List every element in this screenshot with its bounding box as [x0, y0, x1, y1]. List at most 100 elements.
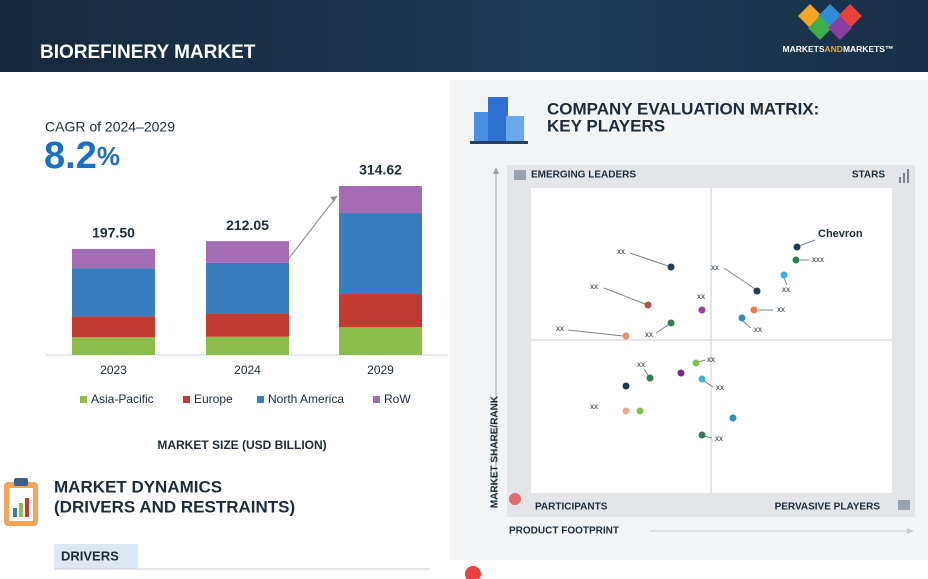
bar-segment: [72, 316, 155, 338]
bar-segment: [206, 241, 289, 263]
company-label: xx: [645, 330, 653, 339]
company-dot: [622, 382, 630, 390]
company-dot: [738, 314, 746, 322]
leader-line: [703, 380, 714, 388]
dynamics-title: (DRIVERS AND RESTRAINTS): [54, 497, 295, 516]
bar-segment: [339, 213, 422, 295]
company-dot: [698, 306, 706, 314]
company-dot: [753, 287, 761, 295]
legend-label: RoW: [384, 392, 411, 406]
leader-line: [603, 287, 646, 305]
x-tick-label: 2029: [367, 363, 394, 377]
leader-line: [783, 277, 788, 286]
legend-label: North America: [268, 392, 344, 406]
cagr-label: CAGR of 2024–2029: [45, 119, 175, 135]
legend-swatch: [80, 396, 87, 403]
company-label: Chevron: [818, 228, 863, 240]
quadrant-label: EMERGING LEADERS: [531, 170, 636, 181]
x-tick-label: 2024: [234, 363, 261, 377]
quadrant-label: STARS: [852, 170, 885, 181]
bar-segment: [72, 268, 155, 317]
arrow-head: [493, 167, 499, 174]
icon: [465, 566, 481, 579]
company-label: xx: [637, 360, 645, 369]
company-dot: [622, 407, 630, 415]
company-label: xx: [617, 247, 625, 256]
leader-line: [643, 368, 649, 376]
x-axis-label: PRODUCT FOOTPRINT: [509, 526, 619, 537]
company-dot: [792, 256, 800, 264]
bar-segment: [339, 186, 422, 214]
drivers-tab[interactable]: [54, 544, 138, 569]
legend-swatch: [257, 396, 264, 403]
company-dot: [677, 369, 685, 377]
legend-swatch: [183, 396, 190, 403]
quadrant-icons: [509, 169, 910, 510]
bar-segment: [206, 262, 289, 314]
company-label: xx: [754, 325, 762, 334]
growth-arrow: [288, 195, 338, 259]
dynamics-icon: [4, 478, 38, 526]
company-dot: [780, 271, 788, 279]
cagr-value: 8.2%: [44, 135, 120, 177]
logo-mark: [798, 4, 862, 40]
leader-line: [723, 267, 756, 290]
header-band: [0, 0, 928, 72]
total-label: 314.62: [359, 162, 402, 178]
company-dot: [698, 375, 706, 383]
leader-line: [629, 252, 669, 267]
leader-line: [703, 435, 713, 439]
logo-text: MARKETSANDMARKETS™: [783, 44, 894, 54]
company-dot: [729, 414, 737, 422]
bar-segment: [72, 248, 155, 269]
legend-swatch: [373, 396, 380, 403]
header-title: BIOREFINERY MARKET: [40, 42, 256, 63]
drivers-tab-label[interactable]: DRIVERS: [61, 548, 119, 563]
company-label: xx: [707, 355, 715, 364]
bar-chart: 197.50 2023 212.05 2024 314.62 2029 Asia-Pacif…: [72, 162, 422, 406]
company-label: xx: [697, 292, 705, 301]
bar-segment: [72, 337, 155, 355]
company-dot: [692, 359, 700, 367]
total-label: 197.50: [92, 225, 135, 241]
y-axis-label: MARKET SHARE/RANK: [490, 395, 501, 508]
leader-line: [655, 324, 669, 334]
bar-segment: [339, 294, 422, 328]
leader-line: [798, 239, 816, 247]
leader-line: [698, 359, 706, 363]
buildings-icon: [470, 97, 528, 144]
company-label: xx: [715, 434, 723, 443]
total-label: 212.05: [226, 217, 269, 233]
company-dot: [698, 431, 706, 439]
matrix-title: KEY PLAYERS: [547, 116, 665, 135]
bar-segment: [206, 336, 289, 355]
company-dot: [636, 407, 644, 415]
arrow-head: [907, 528, 914, 534]
company-label: xx: [590, 402, 598, 411]
company-dot: [667, 319, 675, 327]
company-dot: [644, 301, 652, 309]
company-dot: [622, 332, 630, 340]
company-label: xx: [711, 263, 719, 272]
bar-segment: [339, 327, 422, 355]
dynamics-title: MARKET DYNAMICS: [54, 477, 222, 496]
company-label: xx: [716, 383, 724, 392]
bar-segment: [206, 313, 289, 337]
company-label: xxx: [812, 255, 824, 264]
x-tick-label: 2023: [100, 363, 127, 377]
x-axis-label: MARKET SIZE (USD BILLION): [157, 438, 326, 452]
leader-line: [742, 320, 752, 329]
company-label: xx: [590, 282, 598, 291]
arrow-head: [330, 196, 337, 202]
company-dot: [750, 306, 758, 314]
legend-label: Europe: [194, 392, 233, 406]
legend-label: Asia-Pacific: [91, 392, 154, 406]
company-dot: [646, 374, 654, 382]
quadrant-label: PARTICIPANTS: [535, 502, 608, 513]
company-label: xx: [782, 285, 790, 294]
leader-line: [567, 329, 624, 337]
company-label: xx: [777, 305, 785, 314]
